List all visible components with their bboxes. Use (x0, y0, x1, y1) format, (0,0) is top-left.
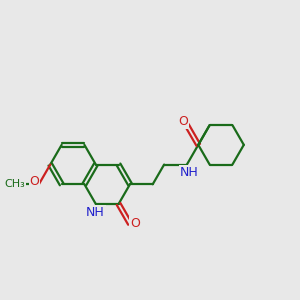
Text: O: O (130, 217, 140, 230)
Text: O: O (30, 175, 39, 188)
Text: O: O (178, 115, 188, 128)
Text: CH₃: CH₃ (4, 179, 25, 189)
Text: NH: NH (180, 166, 199, 179)
Text: NH: NH (86, 206, 105, 219)
